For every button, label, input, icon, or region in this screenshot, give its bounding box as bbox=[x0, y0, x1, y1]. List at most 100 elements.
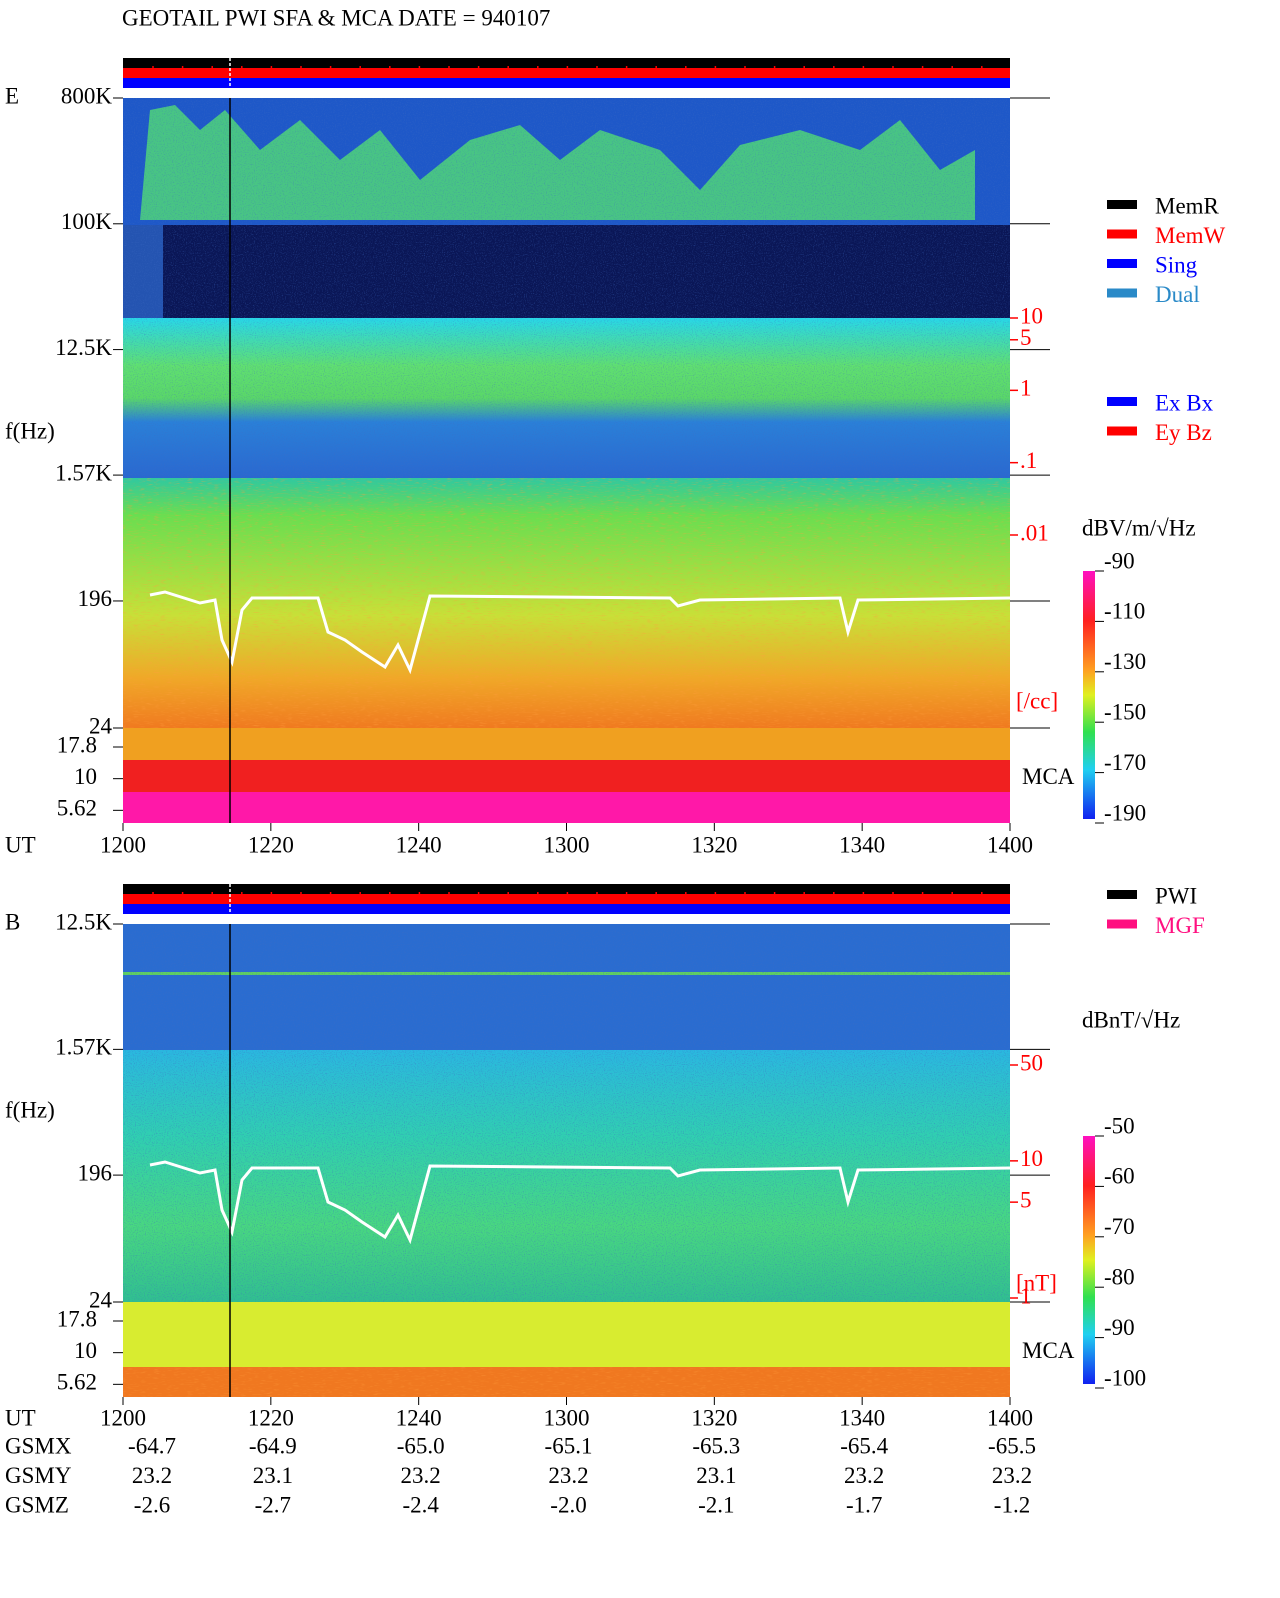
orbit-value: 23.1 bbox=[696, 1463, 736, 1488]
mca-channel-label: 17.8 bbox=[57, 732, 97, 757]
x-tick-label: 1200 bbox=[100, 1405, 146, 1430]
mca-channel-label: 5.62 bbox=[57, 1370, 97, 1395]
orbit-value: -2.4 bbox=[402, 1492, 439, 1517]
orbit-value: 23.2 bbox=[132, 1463, 172, 1488]
spectrogram-region bbox=[123, 478, 1010, 728]
orbit-value: -2.7 bbox=[255, 1492, 291, 1517]
spectrogram-region bbox=[123, 884, 1010, 894]
spectrogram-region bbox=[123, 728, 1010, 760]
x-tick-label: 1340 bbox=[839, 832, 885, 857]
orbit-value: -64.7 bbox=[128, 1433, 176, 1458]
right-tick-label: .01 bbox=[1020, 520, 1049, 545]
legend-swatch bbox=[1107, 288, 1137, 298]
orbit-value: 23.2 bbox=[548, 1463, 588, 1488]
right-tick-label: 10 bbox=[1020, 303, 1043, 328]
x-tick-label: 1240 bbox=[396, 832, 442, 857]
colorbar-tick-label: -50 bbox=[1104, 1113, 1135, 1138]
right-tick-label: 5 bbox=[1020, 1187, 1032, 1212]
legend-swatch bbox=[1107, 890, 1137, 899]
orbit-value: 23.2 bbox=[992, 1463, 1032, 1488]
x-tick-label: 1400 bbox=[987, 1405, 1033, 1430]
colorbar-unit: dBnT/√Hz bbox=[1082, 1007, 1180, 1032]
colorbar-tick-label: -90 bbox=[1104, 548, 1135, 573]
orbit-label: GSMZ bbox=[5, 1492, 69, 1517]
right-tick-label: 50 bbox=[1020, 1050, 1043, 1075]
colorbar-tick-label: -80 bbox=[1104, 1264, 1135, 1289]
spectrogram-region bbox=[123, 98, 1010, 478]
orbit-value: -65.3 bbox=[692, 1433, 740, 1458]
y-tick-label: 100K bbox=[61, 209, 113, 234]
right-tick-label: .1 bbox=[1020, 448, 1037, 473]
orbit-value: -1.2 bbox=[994, 1492, 1030, 1517]
colorbar-tick-label: -90 bbox=[1104, 1315, 1135, 1340]
orbit-label: GSMX bbox=[5, 1433, 72, 1458]
mca-channel-label: 17.8 bbox=[57, 1306, 97, 1331]
orbit-value: -2.1 bbox=[698, 1492, 734, 1517]
x-axis-label: UT bbox=[5, 832, 36, 857]
orbit-value: -65.4 bbox=[840, 1433, 888, 1458]
spectrogram-region bbox=[123, 894, 1010, 904]
legend-label: MemW bbox=[1155, 223, 1226, 248]
colorbar-tick-label: -70 bbox=[1104, 1214, 1135, 1239]
right-tick-label: 1 bbox=[1020, 376, 1032, 401]
colorbar-tick-label: -60 bbox=[1104, 1164, 1135, 1189]
y-tick-label: 800K bbox=[61, 83, 113, 108]
colorbar-tick-label: -190 bbox=[1104, 800, 1146, 825]
x-tick-label: 1300 bbox=[544, 832, 590, 857]
spectrogram-region bbox=[123, 1367, 1010, 1397]
x-axis-label: UT bbox=[5, 1405, 36, 1430]
colorbar bbox=[1083, 1136, 1095, 1384]
right-unit: [nT] bbox=[1016, 1270, 1057, 1295]
legend-swatch bbox=[1107, 919, 1137, 929]
right-tick-label: 5 bbox=[1020, 325, 1032, 350]
orbit-label: GSMY bbox=[5, 1463, 72, 1488]
x-tick-label: 1220 bbox=[248, 1405, 294, 1430]
y-axis-label: f(Hz) bbox=[5, 1097, 55, 1122]
panel-label: E bbox=[5, 83, 19, 108]
mca-channel-label: 10 bbox=[74, 1338, 97, 1363]
mca-label: MCA bbox=[1022, 1338, 1075, 1363]
x-tick-label: 1300 bbox=[544, 1405, 590, 1430]
spectrogram-region bbox=[123, 904, 1010, 914]
spectrogram-region bbox=[123, 1302, 1010, 1367]
panel-label: B bbox=[5, 909, 20, 934]
legend-swatch bbox=[1107, 397, 1137, 406]
x-tick-label: 1220 bbox=[248, 832, 294, 857]
legend-label: PWI bbox=[1155, 883, 1197, 908]
right-tick-label: 10 bbox=[1020, 1146, 1043, 1171]
legend-label: Ex Bx bbox=[1155, 390, 1214, 415]
legend-label: Dual bbox=[1155, 282, 1200, 307]
orbit-value: 23.1 bbox=[253, 1463, 293, 1488]
x-tick-label: 1320 bbox=[691, 832, 737, 857]
orbit-value: -64.9 bbox=[249, 1433, 297, 1458]
colorbar-tick-label: -150 bbox=[1104, 699, 1146, 724]
spectrogram-region bbox=[123, 792, 1010, 823]
orbit-value: -1.7 bbox=[846, 1492, 882, 1517]
y-tick-label: 12.5K bbox=[55, 335, 112, 360]
x-tick-label: 1320 bbox=[691, 1405, 737, 1430]
x-tick-label: 1240 bbox=[396, 1405, 442, 1430]
spectrogram-region bbox=[123, 760, 1010, 792]
spectrogram-region bbox=[123, 924, 1010, 1302]
orbit-value: -65.1 bbox=[545, 1433, 593, 1458]
spectrogram-region bbox=[123, 58, 1010, 68]
x-tick-label: 1200 bbox=[100, 832, 146, 857]
legend-label: MGF bbox=[1155, 913, 1205, 938]
title: GEOTAIL PWI SFA & MCA DATE = 940107 bbox=[122, 5, 550, 30]
legend-swatch bbox=[1107, 200, 1137, 209]
legend-swatch bbox=[1107, 426, 1137, 436]
spectrogram-region bbox=[123, 78, 1010, 88]
colorbar-tick-label: -130 bbox=[1104, 649, 1146, 674]
orbit-value: -65.5 bbox=[988, 1433, 1036, 1458]
orbit-value: 23.2 bbox=[844, 1463, 884, 1488]
x-tick-label: 1400 bbox=[987, 832, 1033, 857]
colorbar-tick-label: -170 bbox=[1104, 750, 1146, 775]
mca-channel-label: 5.62 bbox=[57, 796, 97, 821]
colorbar-tick-label: -100 bbox=[1104, 1365, 1146, 1390]
mca-channel-label: 10 bbox=[74, 764, 97, 789]
legend-swatch bbox=[1107, 259, 1137, 268]
spectrogram-region bbox=[123, 68, 1010, 78]
x-tick-label: 1340 bbox=[839, 1405, 885, 1430]
